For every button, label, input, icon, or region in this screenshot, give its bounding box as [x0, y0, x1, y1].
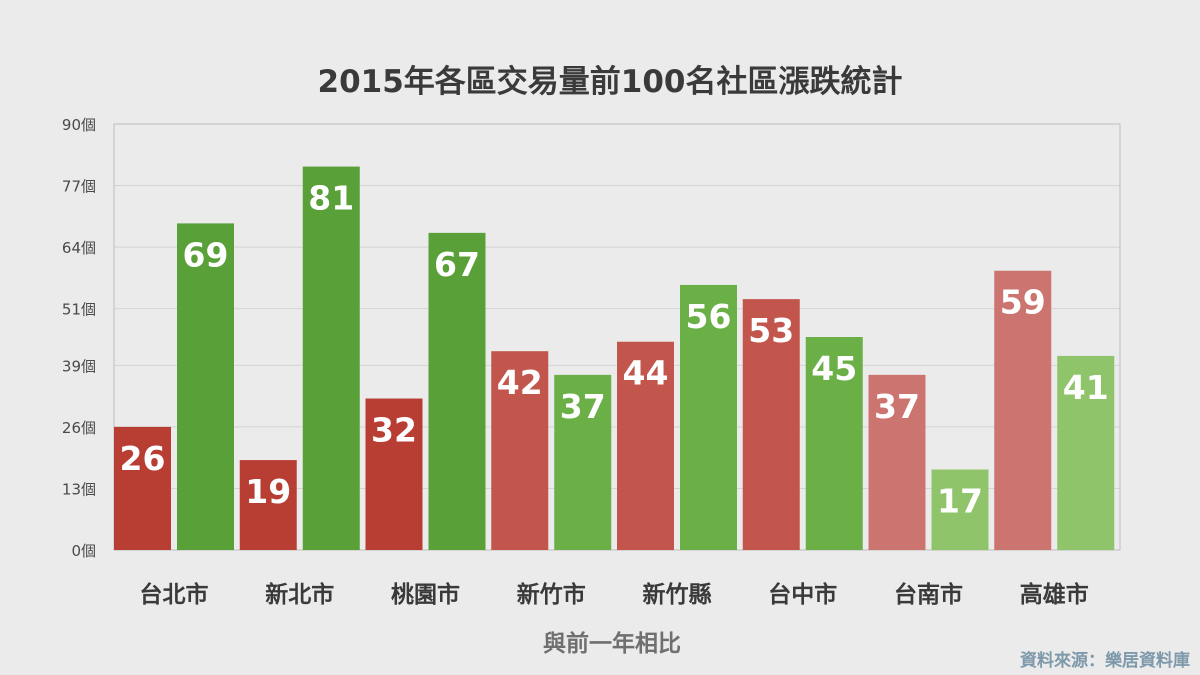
bar	[868, 374, 926, 550]
bar	[994, 270, 1052, 550]
bar	[1057, 355, 1115, 550]
data-label: 81	[308, 179, 354, 218]
data-label: 69	[183, 235, 229, 274]
y-tick-label: 39個	[62, 357, 96, 375]
x-tick-label: 高雄市	[1020, 581, 1089, 608]
chart-title: 2015年各區交易量前100名社區漲跌統計	[318, 64, 903, 100]
bar	[302, 166, 360, 550]
x-tick-label: 新竹市	[517, 581, 586, 608]
bar	[680, 284, 737, 550]
x-axis: 台北市 新北市 桃園市 新竹市 新竹縣 台中市 台南市 高雄市	[140, 581, 1089, 608]
x-tick-label: 台北市	[140, 581, 209, 608]
x-tick-label: 桃園市	[391, 581, 460, 608]
y-tick-label: 0個	[71, 542, 96, 560]
y-tick-label: 51個	[62, 301, 96, 319]
bar	[617, 341, 674, 550]
bars: 26 69 19 81 32 67 42 37 44 56 53 45 37 17 59 41	[114, 166, 1115, 550]
data-label: 41	[1063, 368, 1109, 407]
x-axis-label: 與前一年相比	[543, 630, 681, 657]
data-label: 67	[434, 245, 480, 284]
bar	[931, 469, 989, 550]
x-tick-label: 台南市	[894, 581, 963, 608]
data-label: 42	[497, 363, 543, 402]
y-tick-label: 64個	[62, 239, 96, 257]
y-tick-label: 26個	[62, 419, 96, 437]
data-label: 59	[1000, 283, 1046, 322]
bar	[365, 398, 423, 550]
data-label: 56	[686, 297, 732, 336]
y-tick-label: 90個	[62, 116, 96, 134]
bar	[491, 351, 549, 550]
data-label: 17	[937, 482, 983, 521]
data-label: 32	[371, 411, 417, 450]
data-label: 44	[623, 354, 669, 393]
bar	[114, 426, 171, 550]
bar	[742, 299, 800, 550]
data-label: 26	[120, 439, 166, 478]
bar	[239, 460, 297, 550]
y-tick-label: 77個	[62, 178, 96, 196]
bar	[554, 374, 612, 550]
bar	[805, 337, 863, 550]
data-label: 53	[748, 311, 794, 350]
x-tick-label: 新竹縣	[643, 581, 712, 608]
bar	[177, 223, 234, 550]
bar	[428, 232, 486, 550]
x-tick-label: 台中市	[768, 581, 837, 608]
data-label: 45	[811, 349, 857, 388]
data-label: 37	[874, 387, 920, 426]
data-label: 37	[560, 387, 606, 426]
y-axis: 0個 13個 26個 39個 51個 64個 77個 90個	[62, 116, 96, 560]
source-note: 資料來源：樂居資料庫	[1020, 650, 1190, 671]
y-tick-label: 13個	[62, 480, 96, 498]
data-label: 19	[245, 472, 291, 511]
x-tick-label: 新北市	[265, 581, 334, 608]
